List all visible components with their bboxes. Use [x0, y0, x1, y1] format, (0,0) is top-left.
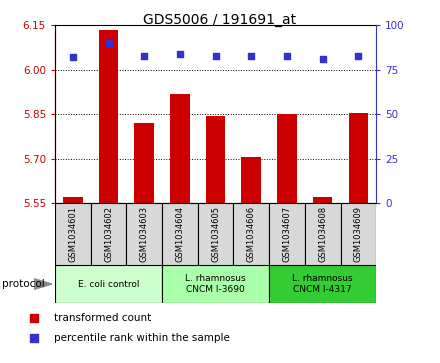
Point: [105, 40, 112, 46]
Text: GSM1034608: GSM1034608: [318, 206, 327, 262]
Bar: [198, 203, 234, 265]
Polygon shape: [34, 279, 52, 289]
Bar: [134, 123, 154, 203]
Bar: [55, 265, 162, 303]
Bar: [269, 203, 305, 265]
Bar: [170, 94, 190, 203]
Text: L. rhamnosus
CNCM I-3690: L. rhamnosus CNCM I-3690: [185, 274, 246, 294]
Bar: [162, 265, 269, 303]
Text: protocol: protocol: [2, 279, 45, 289]
Text: GSM1034604: GSM1034604: [176, 206, 184, 262]
Point: [248, 53, 255, 58]
Bar: [55, 203, 91, 265]
Point: [30, 335, 37, 341]
Bar: [162, 203, 198, 265]
Text: E. coli control: E. coli control: [78, 280, 139, 289]
Bar: [91, 203, 126, 265]
Text: percentile rank within the sample: percentile rank within the sample: [54, 333, 230, 343]
Point: [141, 53, 148, 58]
Text: GSM1034605: GSM1034605: [211, 206, 220, 262]
Text: GSM1034609: GSM1034609: [354, 206, 363, 262]
Text: L. rhamnosus
CNCM I-4317: L. rhamnosus CNCM I-4317: [292, 274, 353, 294]
Point: [355, 53, 362, 58]
Text: GSM1034601: GSM1034601: [68, 206, 77, 262]
Text: GSM1034607: GSM1034607: [282, 206, 291, 262]
Bar: [313, 197, 333, 203]
Bar: [341, 203, 376, 265]
Bar: [348, 113, 368, 203]
Bar: [242, 157, 261, 203]
Text: GSM1034606: GSM1034606: [247, 206, 256, 262]
Point: [176, 51, 183, 57]
Bar: [99, 30, 118, 203]
Bar: [277, 114, 297, 203]
Text: transformed count: transformed count: [54, 313, 151, 323]
Text: GSM1034603: GSM1034603: [140, 206, 149, 262]
Point: [70, 54, 77, 60]
Bar: [126, 203, 162, 265]
Point: [283, 53, 290, 58]
Text: GSM1034602: GSM1034602: [104, 206, 113, 262]
Point: [30, 315, 37, 321]
Bar: [234, 203, 269, 265]
Bar: [63, 197, 83, 203]
Bar: [269, 265, 376, 303]
Point: [212, 53, 219, 58]
Bar: [305, 203, 341, 265]
Bar: [206, 116, 225, 203]
Point: [319, 56, 326, 62]
Text: GDS5006 / 191691_at: GDS5006 / 191691_at: [143, 13, 297, 27]
